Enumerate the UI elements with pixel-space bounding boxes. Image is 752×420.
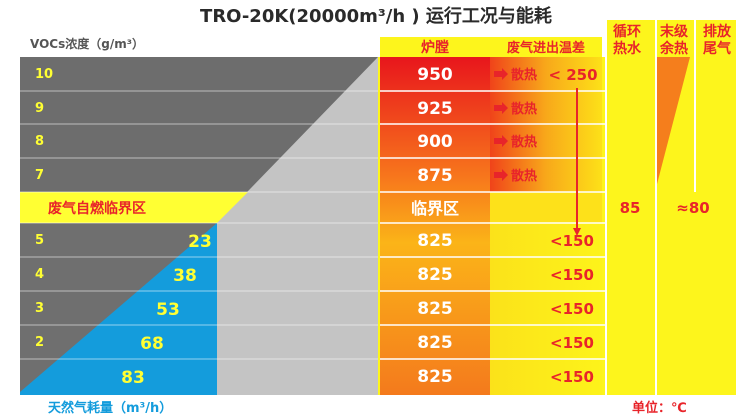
furnace-value: 925: [417, 99, 453, 119]
furnace-value: 900: [417, 132, 453, 152]
high-concentration-gray-wedge: [217, 57, 378, 223]
heat-arrow-icon: [494, 169, 508, 181]
heat-arrow-icon: [494, 135, 508, 147]
temp-diff-value: <150: [550, 232, 594, 250]
exhaust-tail-value: ≈80: [676, 199, 709, 217]
gas-consumption-value: 23: [188, 232, 212, 252]
waste-heat-wedge: [656, 57, 690, 188]
concentration-label: 5: [35, 233, 44, 248]
final-waste-heat-header-line2: 余热: [659, 40, 688, 57]
furnace-value: 875: [417, 166, 453, 186]
concentration-label: 4: [35, 267, 44, 282]
concentration-label: 9: [35, 101, 44, 116]
heat-dissipation-label: 散热: [511, 134, 537, 150]
furnace-value: 825: [417, 265, 453, 285]
gas-consumption-value: 68: [140, 334, 164, 354]
heat-arrow-icon: [494, 102, 508, 114]
furnace-critical-label: 临界区: [411, 199, 459, 218]
concentration-axis-label: VOCs浓度（g/m³）: [30, 36, 144, 51]
exhaust-tail-header-line2: 尾气: [703, 40, 731, 57]
heat-dissipation-label: 散热: [511, 67, 537, 83]
circulating-water-value: 85: [620, 199, 641, 217]
temp-diff-value: <150: [550, 334, 594, 352]
final-waste-heat-header-line1: 末级: [660, 23, 689, 40]
row-gridlines: [20, 90, 606, 360]
furnace-value: 825: [417, 231, 453, 251]
temp-diff-value: <150: [550, 266, 594, 284]
gas-consumption-value: 38: [173, 266, 197, 286]
furnace-column: [380, 57, 490, 395]
gas-consumption-value: 53: [156, 300, 180, 320]
critical-zone-label: 废气自燃临界区: [48, 200, 146, 217]
chart-title: TRO-20K(20000m³/h ) 运行工况与能耗: [200, 5, 552, 27]
furnace-header: 炉膛: [421, 39, 449, 56]
heat-dissipation-label: 散热: [511, 168, 537, 184]
gas-consumption-axis-label: 天然气耗量（m³/h）: [48, 400, 172, 416]
temp-diff-critical-cell: [490, 192, 602, 223]
circulating-water-header-line2: 热水: [613, 40, 642, 57]
temp-diff-value: < 250: [548, 66, 597, 84]
circulating-water-header-line1: 循环: [613, 23, 641, 40]
furnace-value: 825: [417, 333, 453, 353]
critical-zone-gray: [217, 192, 378, 223]
temp-diff-header: 废气进出温差: [507, 40, 585, 56]
exhaust-tail-header-line1: 排放: [703, 23, 732, 40]
temp-diff-header-cell: [490, 37, 602, 57]
concentration-label: 10: [35, 67, 53, 82]
concentration-label: 8: [35, 134, 44, 149]
unit-label: 单位：℃: [632, 400, 687, 416]
concentration-label: 7: [35, 168, 44, 183]
heat-dissipation-label: 散热: [511, 101, 537, 117]
gas-consumption-value: 83: [121, 368, 145, 388]
heat-arrow-icon: [494, 68, 508, 80]
temp-diff-value: <150: [550, 300, 594, 318]
temp-diff-column-bottom: [490, 223, 602, 395]
furnace-header-cell: [380, 37, 490, 57]
furnace-value: 950: [417, 65, 453, 85]
concentration-label: 2: [35, 335, 44, 350]
furnace-value: 825: [417, 367, 453, 387]
low-concentration-gray-wedge: [20, 223, 217, 392]
concentration-label: 3: [35, 301, 44, 316]
temp-diff-value: <150: [550, 368, 594, 386]
temp-diff-arrow-head: [573, 228, 581, 236]
furnace-value: 825: [417, 299, 453, 319]
